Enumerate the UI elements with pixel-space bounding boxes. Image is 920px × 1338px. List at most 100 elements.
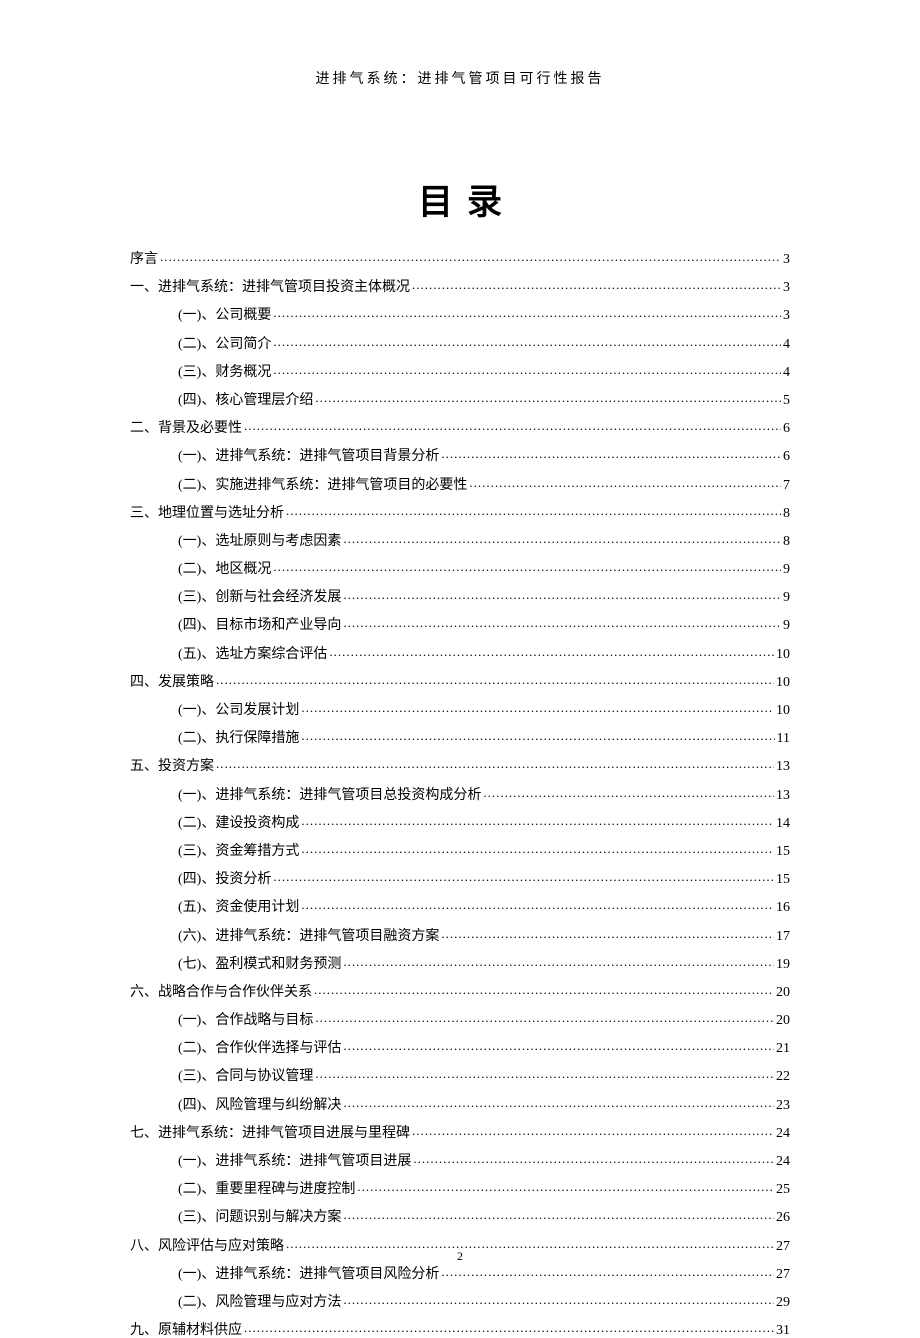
toc-entry-page: 3	[783, 281, 790, 295]
toc-entry-label: (四)、风险管理与纠纷解决	[178, 1099, 341, 1113]
toc-leader-dots	[441, 448, 781, 460]
toc-entry: (一)、公司发展计划10	[130, 702, 790, 718]
toc-leader-dots	[441, 1266, 774, 1278]
toc-entry-label: (七)、盈利模式和财务预测	[178, 958, 341, 972]
toc-entry-label: 九、原辅材料供应	[130, 1324, 242, 1338]
toc-entry-page: 21	[776, 1042, 790, 1056]
toc-entry-page: 23	[776, 1099, 790, 1113]
toc-leader-dots	[244, 1322, 774, 1334]
toc-entry: (一)、公司概要 3	[130, 307, 790, 323]
toc-entry: (六)、进排气系统：进排气管项目融资方案17	[130, 928, 790, 944]
toc-entry-label: (一)、进排气系统：进排气管项目总投资构成分析	[178, 789, 481, 803]
toc-entry-page: 3	[783, 309, 790, 323]
toc-entry-page: 15	[776, 873, 790, 887]
toc-leader-dots	[314, 984, 774, 996]
toc-entry: (一)、进排气系统：进排气管项目总投资构成分析13	[130, 787, 790, 803]
toc-leader-dots	[441, 928, 774, 940]
toc-entry-label: (一)、选址原则与考虑因素	[178, 535, 341, 549]
toc-entry-page: 11	[777, 732, 790, 746]
toc-entry: 九、原辅材料供应 31	[130, 1322, 790, 1338]
toc-entry: (四)、投资分析15	[130, 871, 790, 887]
toc-entry: (二)、地区概况9	[130, 561, 790, 577]
toc-entry-label: (二)、建设投资构成	[178, 817, 299, 831]
toc-leader-dots	[216, 674, 774, 686]
toc-entry-page: 29	[776, 1296, 790, 1310]
toc-leader-dots	[483, 787, 774, 799]
toc-entry: (二)、建设投资构成14	[130, 815, 790, 831]
toc-entry-page: 26	[776, 1211, 790, 1225]
toc-entry: (一)、进排气系统：进排气管项目风险分析27	[130, 1266, 790, 1282]
toc-entry: 七、进排气系统：进排气管项目进展与里程碑24	[130, 1125, 790, 1141]
toc-entry-page: 20	[776, 1014, 790, 1028]
toc-entry-label: (三)、合同与协议管理	[178, 1070, 313, 1084]
toc-entry-page: 9	[783, 591, 790, 605]
toc-entry: 三、地理位置与选址分析8	[130, 505, 790, 521]
toc-entry: (五)、选址方案综合评估10	[130, 646, 790, 662]
toc-leader-dots	[343, 1040, 774, 1052]
toc-entry-page: 3	[783, 253, 790, 267]
toc-leader-dots	[301, 815, 774, 827]
toc-entry: (一)、进排气系统：进排气管项目进展24	[130, 1153, 790, 1169]
toc-entry-page: 20	[776, 986, 790, 1000]
toc-entry-page: 10	[776, 676, 790, 690]
toc-entry-label: (五)、资金使用计划	[178, 901, 299, 915]
toc-leader-dots	[286, 1238, 774, 1250]
toc-entry-label: (一)、进排气系统：进排气管项目进展	[178, 1155, 411, 1169]
toc-entry-page: 31	[776, 1324, 790, 1338]
toc-entry: 六、战略合作与合作伙伴关系20	[130, 984, 790, 1000]
toc-entry-label: (六)、进排气系统：进排气管项目融资方案	[178, 930, 439, 944]
toc-entry-label: (一)、进排气系统：进排气管项目背景分析	[178, 450, 439, 464]
toc-entry: (三)、资金筹措方式15	[130, 843, 790, 859]
toc-entry-page: 6	[783, 422, 790, 436]
toc-entry: (二)、执行保障措施11	[130, 730, 790, 746]
toc-entry-page: 7	[783, 479, 790, 493]
toc-entry: 序言 3	[130, 251, 790, 267]
toc-entry-label: (一)、公司概要	[178, 309, 271, 323]
toc-leader-dots	[343, 956, 774, 968]
toc-entry-label: (三)、问题识别与解决方案	[178, 1211, 341, 1225]
toc-entry-label: (二)、实施进排气系统：进排气管项目的必要性	[178, 479, 467, 493]
toc-leader-dots	[273, 561, 781, 573]
toc-entry-label: (二)、合作伙伴选择与评估	[178, 1042, 341, 1056]
toc-entry-label: (一)、进排气系统：进排气管项目风险分析	[178, 1268, 439, 1282]
toc-entry-label: 序言	[130, 253, 158, 267]
toc-entry-label: (四)、核心管理层介绍	[178, 394, 313, 408]
toc-entry: (一)、进排气系统：进排气管项目背景分析 6	[130, 448, 790, 464]
toc-leader-dots	[301, 899, 774, 911]
toc-leader-dots	[301, 843, 774, 855]
page-header: 进排气系统：进排气管项目可行性报告	[130, 68, 790, 88]
toc-entry: (四)、核心管理层介绍5	[130, 392, 790, 408]
toc-entry: 五、投资方案13	[130, 758, 790, 774]
toc-entry-page: 25	[776, 1183, 790, 1197]
toc-entry-page: 9	[783, 563, 790, 577]
toc-title: 目录	[130, 174, 790, 225]
toc-leader-dots	[315, 1068, 774, 1080]
toc-entry-page: 6	[783, 450, 790, 464]
toc-entry: (四)、风险管理与纠纷解决 23	[130, 1097, 790, 1113]
toc-leader-dots	[343, 1209, 774, 1221]
toc-entry: 一、进排气系统：进排气管项目投资主体概况 3	[130, 279, 790, 295]
toc-entry: (二)、合作伙伴选择与评估 21	[130, 1040, 790, 1056]
toc-entry-label: 一、进排气系统：进排气管项目投资主体概况	[130, 281, 410, 295]
toc-entry-label: (五)、选址方案综合评估	[178, 648, 327, 662]
toc-entry: 二、背景及必要性6	[130, 420, 790, 436]
toc-entry: (四)、目标市场和产业导向9	[130, 617, 790, 633]
toc-entry-label: 四、发展策略	[130, 676, 214, 690]
toc-entry-label: 七、进排气系统：进排气管项目进展与里程碑	[130, 1127, 410, 1141]
toc-leader-dots	[412, 279, 781, 291]
toc-entry: (一)、合作战略与目标20	[130, 1012, 790, 1028]
toc-leader-dots	[315, 392, 781, 404]
toc-entry-page: 8	[783, 535, 790, 549]
toc-entry-page: 13	[776, 760, 790, 774]
toc-leader-dots	[329, 646, 774, 658]
toc-leader-dots	[273, 307, 781, 319]
toc-entry: (五)、资金使用计划 16	[130, 899, 790, 915]
toc-entry: (二)、公司简介4	[130, 336, 790, 352]
toc-entry-page: 9	[783, 619, 790, 633]
toc-entry-page: 22	[776, 1070, 790, 1084]
toc-leader-dots	[343, 1294, 774, 1306]
toc-leader-dots	[301, 730, 774, 742]
toc-entry-label: (三)、资金筹措方式	[178, 845, 299, 859]
toc-entry: (一)、选址原则与考虑因素 8	[130, 533, 790, 549]
toc-entry-page: 16	[776, 901, 790, 915]
